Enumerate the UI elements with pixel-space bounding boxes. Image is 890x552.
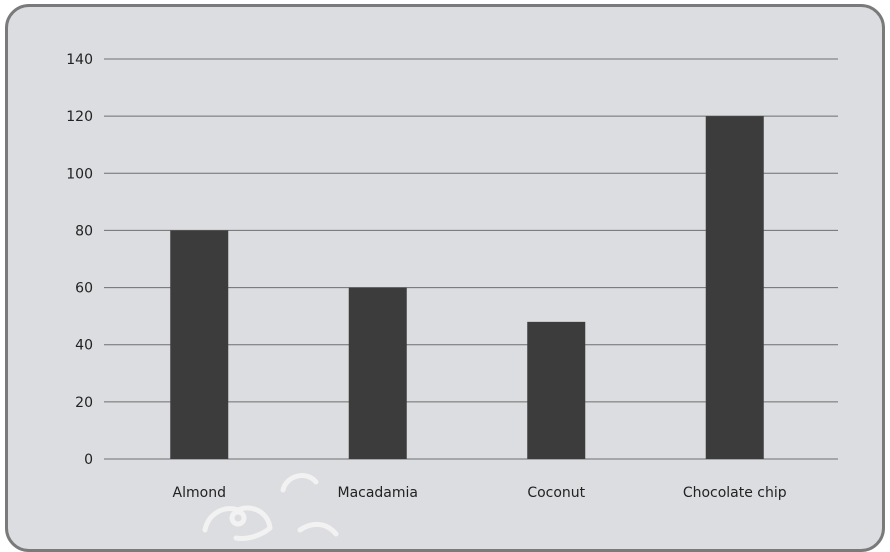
y-tick-label: 80 (75, 223, 93, 239)
y-tick-label: 40 (75, 338, 93, 354)
bar-chocolate-chip (705, 116, 764, 460)
bar-macadamia (348, 287, 407, 459)
x-category-label: Coconut (527, 485, 585, 501)
watermark-logo (202, 473, 339, 541)
x-axis-category-labels: Almond Macadamia Coconut Chocolate chip (173, 485, 787, 501)
bar-coconut (527, 321, 586, 459)
bars (170, 116, 764, 460)
y-axis-tick-labels: 0 20 40 60 80 100 120 140 (66, 52, 93, 468)
y-tick-label: 20 (75, 395, 93, 411)
y-tick-label: 140 (66, 52, 93, 68)
y-tick-label: 0 (84, 452, 93, 468)
y-tick-label: 60 (75, 281, 93, 297)
y-tick-label: 100 (66, 166, 93, 182)
x-category-label: Macadamia (337, 485, 418, 501)
x-category-label: Almond (173, 485, 226, 501)
x-category-label: Chocolate chip (683, 485, 787, 501)
bar-almond (170, 230, 229, 459)
y-tick-label: 120 (66, 109, 93, 125)
